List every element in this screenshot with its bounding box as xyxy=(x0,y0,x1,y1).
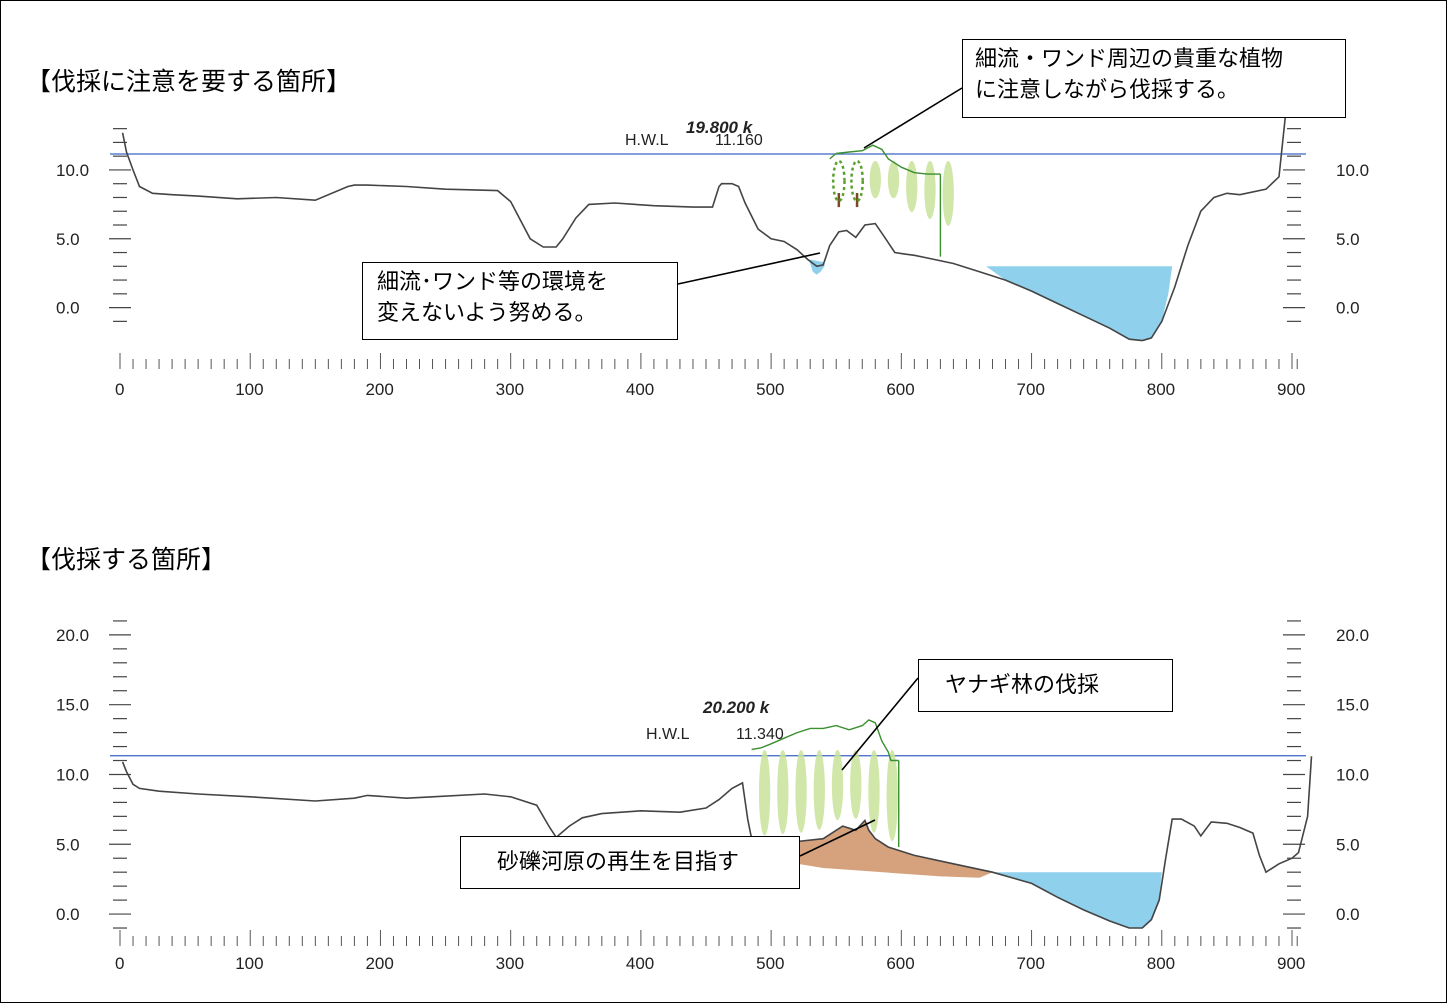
water-body xyxy=(986,266,1173,341)
x-tick-label: 500 xyxy=(756,954,784,973)
x-tick-label: 900 xyxy=(1277,954,1305,973)
y-tick-label-right: 10.0 xyxy=(1336,765,1369,784)
vegetation-top xyxy=(751,719,899,762)
callout-willow-felling: ヤナギ林の伐採 xyxy=(918,659,1173,712)
x-tick-label: 300 xyxy=(496,380,524,399)
x-tick-label: 100 xyxy=(235,380,263,399)
x-tick-label: 100 xyxy=(235,954,263,973)
water-body xyxy=(986,872,1162,928)
hwl-label: H.W.L xyxy=(625,132,669,149)
leader-willow-felling xyxy=(841,677,919,771)
gravel-bar xyxy=(777,820,993,878)
cross-section-20200: 20.0 20.0 15.0 15.0 10.0 10.0 5.0 5.0 0.0 0.0 20.2… xyxy=(56,620,1369,973)
x-tick-label: 800 xyxy=(1147,380,1175,399)
tree-crown xyxy=(795,749,807,833)
leader-gravel-restoration xyxy=(799,819,876,857)
ground-profile xyxy=(121,114,1287,342)
y-tick-label-right: 5.0 xyxy=(1336,835,1360,854)
x-tick-label: 200 xyxy=(365,954,393,973)
x-tick-label: 400 xyxy=(626,380,654,399)
vegetation-top xyxy=(829,144,941,175)
y-tick-label-right: 15.0 xyxy=(1336,696,1369,715)
y-tick-label-right: 10.0 xyxy=(1336,161,1369,180)
y-tick-label-left: 20.0 xyxy=(56,626,89,645)
y-tick-label-left: 0.0 xyxy=(56,299,80,318)
y-tick-label-left: 5.0 xyxy=(56,230,80,249)
callout-valuable-plants-line1: 細流・ワンド周辺の貴重な植物 xyxy=(975,47,1284,72)
x-tick-label: 600 xyxy=(886,954,914,973)
hwl-value: 11.160 xyxy=(715,132,763,149)
x-tick-label: 900 xyxy=(1277,380,1305,399)
y-tick-label-left: 15.0 xyxy=(56,696,89,715)
callout-keep-environment-line2: 変えないよう努める。 xyxy=(377,301,597,326)
callout-keep-environment: 細流･ワンド等の環境を 変えないよう努める。 xyxy=(362,262,678,340)
callout-gravel-restoration: 砂礫河原の再生を目指す xyxy=(460,836,800,889)
y-tick-label-right: 0.0 xyxy=(1336,299,1360,318)
tree-highlight xyxy=(831,159,846,203)
tree-crown xyxy=(868,749,880,833)
x-tick-label: 300 xyxy=(496,954,524,973)
tree-crown xyxy=(850,749,862,819)
cross-section-19800: 10.0 10.0 5.0 5.0 0.0 0.0 19.800 k H.W.L 11.160 0… xyxy=(56,114,1369,399)
leader-valuable-plants xyxy=(863,87,963,149)
y-tick-label-left: 10.0 xyxy=(56,161,89,180)
y-tick-label-right: 0.0 xyxy=(1336,905,1360,924)
x-tick-label: 700 xyxy=(1017,380,1045,399)
x-tick-label: 800 xyxy=(1147,954,1175,973)
tree-crown xyxy=(906,160,918,213)
leader-keep-environment xyxy=(677,252,821,285)
hwl-value: 11.340 xyxy=(736,726,784,743)
x-tick-label: 0 xyxy=(115,954,124,973)
tree-crown xyxy=(942,160,954,226)
tree-crown xyxy=(758,749,771,836)
tree-crown xyxy=(886,749,898,842)
tree-crown xyxy=(831,749,844,821)
hwl-label: H.W.L xyxy=(646,726,690,743)
x-tick-label: 500 xyxy=(756,380,784,399)
y-tick-label-right: 20.0 xyxy=(1336,626,1369,645)
tree-highlight xyxy=(850,159,864,203)
x-tick-label: 200 xyxy=(365,380,393,399)
tree-crown xyxy=(869,160,881,199)
x-tick-label: 700 xyxy=(1017,954,1045,973)
callout-gravel-restoration-text: 砂礫河原の再生を目指す xyxy=(497,850,740,875)
y-tick-label-right: 5.0 xyxy=(1336,230,1360,249)
y-tick-label-left: 0.0 xyxy=(56,905,80,924)
heading-caution: 【伐採に注意を要する箇所】 xyxy=(26,67,352,96)
callout-keep-environment-line1: 細流･ワンド等の環境を xyxy=(377,270,609,295)
section-label: 20.200 k xyxy=(702,698,771,717)
tree-crown xyxy=(813,749,825,830)
callout-willow-felling-text: ヤナギ林の伐採 xyxy=(945,673,1100,698)
tree-crown xyxy=(887,160,900,199)
x-tick-label: 0 xyxy=(115,380,124,399)
ground-profile xyxy=(121,756,1313,929)
callout-valuable-plants-line2: に注意しながら伐採する。 xyxy=(975,78,1240,103)
tree-crown xyxy=(777,749,789,835)
tree-crown xyxy=(924,160,936,219)
heading-felling: 【伐採する箇所】 xyxy=(26,545,227,574)
y-tick-label-left: 5.0 xyxy=(56,835,80,854)
callout-valuable-plants: 細流・ワンド周辺の貴重な植物 に注意しながら伐採する。 xyxy=(962,39,1346,118)
y-tick-label-left: 10.0 xyxy=(56,765,89,784)
x-tick-label: 400 xyxy=(626,954,654,973)
section-label: 19.800 k xyxy=(686,118,754,137)
x-tick-label: 600 xyxy=(886,380,914,399)
